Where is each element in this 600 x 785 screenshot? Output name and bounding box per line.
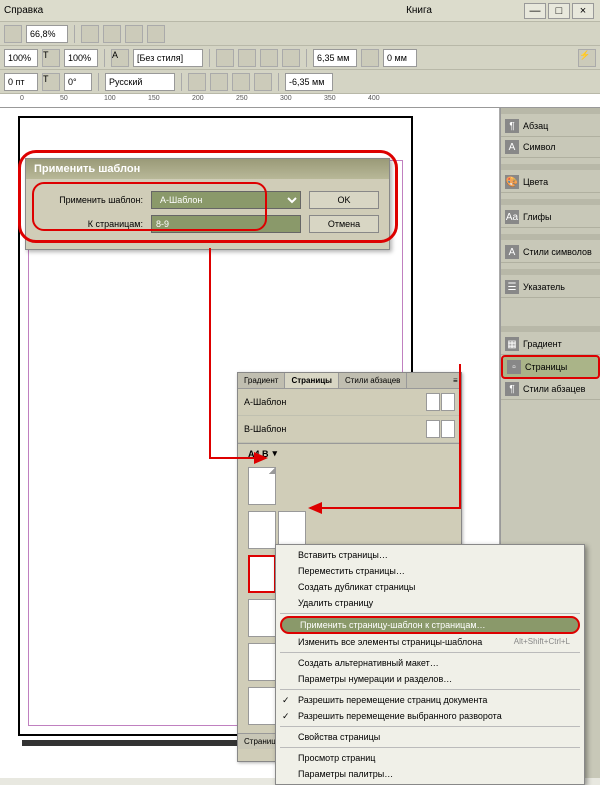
- mi-page-props[interactable]: Свойства страницы: [276, 729, 584, 745]
- mi-delete-page[interactable]: Удалить страницу: [276, 595, 584, 611]
- panel-pages[interactable]: ▫Страницы: [501, 355, 600, 379]
- gradient-icon: ▦: [505, 337, 519, 351]
- page-thumb[interactable]: [248, 511, 276, 549]
- align-2[interactable]: [238, 49, 256, 67]
- mi-alt-layout[interactable]: Создать альтернативный макет…: [276, 655, 584, 671]
- tab-gradient[interactable]: Градиент: [238, 373, 285, 388]
- page-thumb[interactable]: [248, 643, 276, 681]
- pct-field-1[interactable]: 100%: [4, 49, 38, 67]
- angle-field[interactable]: 0°: [64, 73, 92, 91]
- view-btn-3[interactable]: [125, 25, 143, 43]
- mi-move-pages[interactable]: Переместить страницы…: [276, 563, 584, 579]
- parastyle-icon: ¶: [505, 382, 519, 396]
- panel-charstyles[interactable]: AСтили символов: [501, 242, 600, 263]
- mi-allow-shuffle-doc[interactable]: Разрешить перемещение страниц документа: [276, 692, 584, 708]
- toolbar-3: 0 пт T 0° Русский -6,35 мм: [0, 70, 600, 94]
- panel-character[interactable]: AСимвол: [501, 137, 600, 158]
- pt-field[interactable]: 0 пт: [4, 73, 38, 91]
- lang-field[interactable]: Русский: [105, 73, 175, 91]
- zero-field[interactable]: 0 мм: [383, 49, 417, 67]
- character-icon: A: [505, 140, 519, 154]
- titlebar: Справка Книга — □ ×: [0, 0, 600, 22]
- panel-paragraph[interactable]: ¶Абзац: [501, 116, 600, 137]
- page-thumb[interactable]: [248, 599, 276, 637]
- doc-name: Книга: [406, 5, 432, 16]
- master-b[interactable]: В-Шаблон: [238, 416, 461, 443]
- height-field[interactable]: -6,35 мм: [285, 73, 333, 91]
- page-thumb-selected[interactable]: [248, 555, 276, 593]
- mi-view-pages[interactable]: Просмотр страниц: [276, 750, 584, 766]
- panel-parastyles[interactable]: ¶Стили абзацев: [501, 379, 600, 400]
- main-area: Применить шаблон Применить шаблон: А-Шаб…: [0, 108, 600, 778]
- panel-colors[interactable]: 🎨Цвета: [501, 172, 600, 193]
- pct-field-2[interactable]: 100%: [64, 49, 98, 67]
- align-4[interactable]: [282, 49, 300, 67]
- toolbar-2: 100% T 100% A [Без стиля] 6,35 мм 0 мм ⚡: [0, 46, 600, 70]
- bridge-button[interactable]: [4, 25, 22, 43]
- swatch-icon: 🎨: [505, 175, 519, 189]
- maximize-button[interactable]: □: [548, 3, 570, 19]
- style-field[interactable]: [Без стиля]: [133, 49, 203, 67]
- width-field[interactable]: 6,35 мм: [313, 49, 357, 67]
- link-icon[interactable]: [361, 49, 379, 67]
- help-menu[interactable]: Справка: [4, 5, 43, 16]
- horizontal-ruler: 050 100150 200250 300350 400: [0, 94, 600, 108]
- just-1[interactable]: [188, 73, 206, 91]
- format-label[interactable]: A4 В▾: [238, 444, 461, 463]
- close-button[interactable]: ×: [572, 3, 594, 19]
- tab-parastyles[interactable]: Стили абзацев: [339, 373, 407, 388]
- align-1[interactable]: [216, 49, 234, 67]
- mi-duplicate-page[interactable]: Создать дубликат страницы: [276, 579, 584, 595]
- view-btn-4[interactable]: [147, 25, 165, 43]
- char-icon[interactable]: A: [111, 49, 129, 67]
- mi-allow-shuffle-spread[interactable]: Разрешить перемещение выбранного разворо…: [276, 708, 584, 724]
- mi-override-master[interactable]: Изменить все элементы страницы-шаблонаAl…: [276, 634, 584, 650]
- master-a[interactable]: А-Шаблон: [238, 389, 461, 416]
- annotation-box-fields: [32, 182, 267, 231]
- text-tool-icon[interactable]: T: [42, 49, 60, 67]
- panel-menu-icon[interactable]: ≡: [447, 373, 461, 388]
- mi-numbering[interactable]: Параметры нумерации и разделов…: [276, 671, 584, 687]
- view-btn-1[interactable]: [81, 25, 99, 43]
- context-menu: Вставить страницы… Переместить страницы……: [275, 544, 585, 785]
- just-4[interactable]: [254, 73, 272, 91]
- canvas[interactable]: Применить шаблон Применить шаблон: А-Шаб…: [0, 108, 500, 778]
- mi-apply-master[interactable]: Применить страницу-шаблон к страницам…: [280, 616, 580, 634]
- index-icon: ☰: [505, 280, 519, 294]
- mi-insert-pages[interactable]: Вставить страницы…: [276, 547, 584, 563]
- minimize-button[interactable]: —: [524, 3, 546, 19]
- tab-pages[interactable]: Страницы: [285, 373, 339, 388]
- panel-glyphs[interactable]: AaГлифы: [501, 207, 600, 228]
- flash-icon[interactable]: ⚡: [578, 49, 596, 67]
- pages-icon: ▫: [507, 360, 521, 374]
- page-thumb[interactable]: [248, 687, 276, 725]
- mi-palette-opts[interactable]: Параметры палитры…: [276, 766, 584, 782]
- panel-index[interactable]: ☰Указатель: [501, 277, 600, 298]
- paragraph-icon: ¶: [505, 119, 519, 133]
- glyph-icon: Aa: [505, 210, 519, 224]
- italic-icon[interactable]: T: [42, 73, 60, 91]
- just-3[interactable]: [232, 73, 250, 91]
- panel-gradient[interactable]: ▦Градиент: [501, 334, 600, 355]
- just-2[interactable]: [210, 73, 228, 91]
- zoom-field[interactable]: 66,8%: [26, 25, 68, 43]
- page-thumb[interactable]: [248, 467, 276, 505]
- align-3[interactable]: [260, 49, 278, 67]
- toolbar-1: 66,8%: [0, 22, 600, 46]
- charstyle-icon: A: [505, 245, 519, 259]
- view-btn-2[interactable]: [103, 25, 121, 43]
